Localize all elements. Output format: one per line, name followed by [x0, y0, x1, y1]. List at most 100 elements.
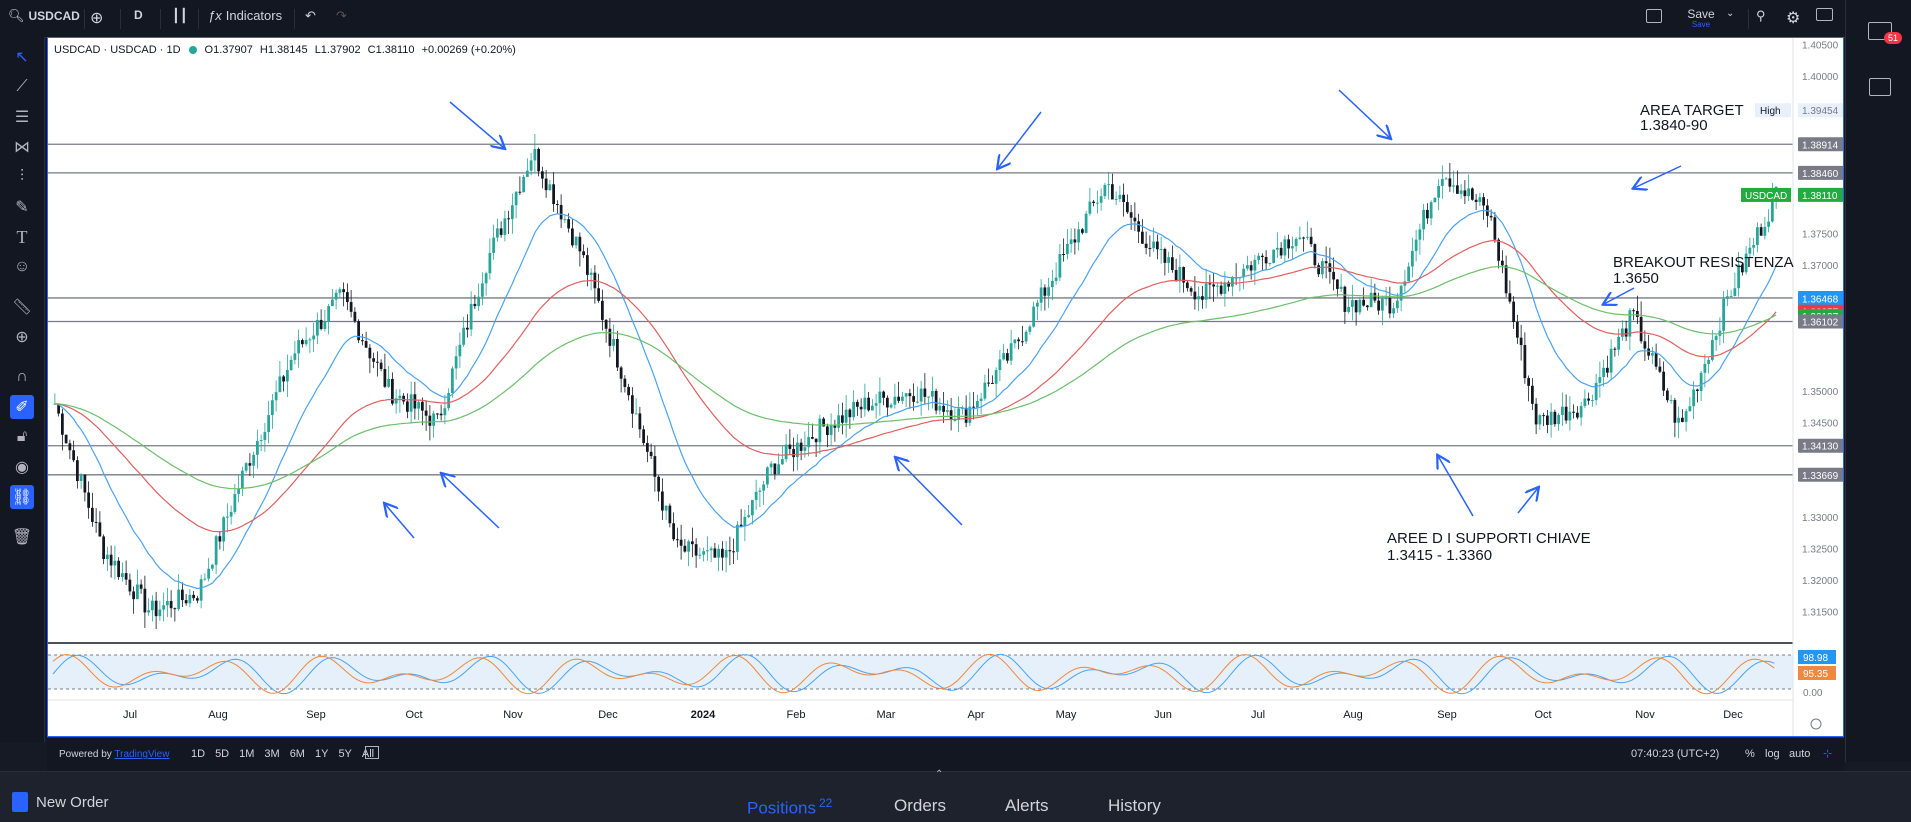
new-order-button[interactable]: New Order — [12, 792, 109, 812]
range-5d[interactable]: 5D — [215, 748, 230, 760]
breakout-value: 1.3650 — [1613, 270, 1659, 287]
layout-button[interactable] — [1646, 9, 1662, 23]
fib-tool[interactable]: ☰ — [10, 105, 34, 129]
notifications-button[interactable]: 51 — [1868, 22, 1903, 45]
add-symbol-button[interactable]: ⊕ — [90, 8, 103, 28]
trendline-tool[interactable]: ⟋ — [10, 75, 34, 99]
candle-body — [833, 425, 837, 428]
settings-icon — [1810, 718, 1822, 730]
candle-body — [1673, 400, 1677, 423]
candle-body — [1729, 295, 1733, 297]
candle-body — [826, 426, 829, 436]
symbol-label: USDCAD — [28, 9, 80, 23]
positions-count: 22 — [818, 796, 833, 810]
candle-body — [1688, 406, 1692, 412]
candle-body — [994, 370, 998, 384]
range-5y[interactable]: 5Y — [338, 748, 352, 760]
candle-body — [353, 311, 357, 322]
candle-body — [259, 439, 263, 441]
candle-body — [612, 339, 615, 346]
candle-body — [942, 405, 945, 412]
sync-tool[interactable]: ⛓ — [10, 485, 34, 509]
symbol-search[interactable]: 🔍︎ USDCAD — [8, 8, 80, 24]
measure-tool[interactable]: 📏︎ — [10, 295, 34, 319]
candle-body — [998, 359, 1002, 371]
candle-body — [1167, 257, 1170, 263]
redo-button[interactable]: ↷ — [336, 8, 347, 24]
candle-body — [1583, 398, 1587, 407]
delete-tool[interactable]: 🗑︎ — [10, 525, 34, 549]
collapse-panel-button[interactable]: ⌃ — [935, 769, 943, 780]
range-3m[interactable]: 3M — [264, 748, 280, 760]
log-toggle[interactable]: log — [1765, 748, 1780, 760]
candle-body — [694, 544, 698, 556]
tab-alerts[interactable]: Alerts — [1005, 796, 1049, 815]
candle-body — [1002, 353, 1005, 360]
auto-toggle[interactable]: auto — [1789, 748, 1811, 760]
snapshot-button[interactable] — [1816, 8, 1833, 21]
new-order-label: New Order — [36, 793, 109, 811]
candle-body — [1444, 178, 1448, 180]
settings-button[interactable]: ⚙ — [1786, 8, 1800, 28]
indicators-button[interactable]: ƒx Indicators — [208, 8, 282, 23]
candle-body — [91, 507, 94, 522]
range-1d[interactable]: 1D — [191, 748, 206, 760]
quick-search-button[interactable]: ⚲ — [1756, 8, 1766, 24]
price-chart[interactable]: 1.40500 1.40000 1.39454 1.38914 1.38460 1.381… — [48, 38, 1843, 736]
candle-body — [676, 539, 679, 541]
magnet-tool[interactable]: ∩ — [10, 365, 34, 389]
text-tool[interactable]: T — [10, 225, 34, 249]
hide-tool[interactable]: ◉ — [10, 455, 34, 479]
projection-tool[interactable]: ⫶ — [10, 165, 34, 189]
interval-button[interactable]: D — [134, 8, 143, 22]
candle-body — [229, 511, 233, 517]
tradingview-link[interactable]: TradingView — [114, 749, 170, 760]
candle-body — [1231, 276, 1234, 287]
save-menu-button[interactable]: ⌄ — [1726, 8, 1734, 19]
scale-settings-button[interactable]: ⊹ — [1823, 747, 1832, 760]
stay-drawing-tool[interactable]: ✐ — [10, 395, 34, 419]
candle-body — [83, 474, 87, 493]
price-axis-label: 1.39454 — [1802, 106, 1839, 117]
price-axis-label: 1.38460 — [1802, 169, 1839, 180]
emoji-tool[interactable]: ☺ — [10, 255, 34, 279]
price-axis-label: 1.35000 — [1802, 387, 1839, 398]
candle-body — [1602, 367, 1605, 378]
chart-area[interactable]: 1.40500 1.40000 1.39454 1.38914 1.38460 1.381… — [47, 37, 1844, 737]
tab-positions[interactable]: Positions 22 — [747, 796, 832, 819]
tab-history[interactable]: History — [1108, 796, 1161, 815]
range-1y[interactable]: 1Y — [314, 748, 329, 760]
lock-tool[interactable]: 🔓︎ — [10, 425, 34, 449]
time-axis-label: Dec — [598, 709, 618, 721]
price-axis-label: 1.32000 — [1802, 576, 1839, 587]
undo-button[interactable]: ↶ — [305, 8, 316, 24]
candle-body — [766, 467, 769, 485]
price-axis-label: 1.37000 — [1802, 261, 1839, 272]
date-range-button[interactable] — [365, 746, 379, 762]
chart-type-button[interactable]: ┃┃ — [172, 8, 188, 24]
candle-body — [147, 610, 150, 613]
pattern-tool[interactable]: ⋈ — [10, 135, 34, 159]
candle-body — [1171, 257, 1174, 271]
tab-orders[interactable]: Orders — [894, 796, 946, 815]
price-axis-bg — [1793, 38, 1843, 736]
candle-body — [68, 443, 72, 451]
clock-readout[interactable]: 07:40:23 (UTC+2) — [1631, 748, 1720, 760]
zoom-tool[interactable]: ⊕ — [10, 325, 34, 349]
range-1m[interactable]: 1M — [239, 748, 255, 760]
range-6m[interactable]: 6M — [289, 748, 305, 760]
candle-body — [477, 296, 480, 307]
candle-body — [496, 228, 499, 238]
candle-body — [1013, 339, 1017, 344]
candle-body — [1654, 353, 1658, 367]
cursor-tool[interactable]: ↖ — [10, 45, 34, 69]
save-button[interactable]: Save Save — [1684, 7, 1718, 29]
range-all[interactable]: All — [361, 748, 375, 760]
candle-body — [1163, 248, 1167, 263]
brush-tool[interactable]: ✎ — [10, 195, 34, 219]
candle-body — [1527, 378, 1530, 386]
candle-body — [417, 401, 420, 409]
news-button[interactable] — [1869, 78, 1891, 101]
high-tag: High — [1760, 106, 1781, 117]
percent-toggle[interactable]: % — [1745, 748, 1755, 760]
